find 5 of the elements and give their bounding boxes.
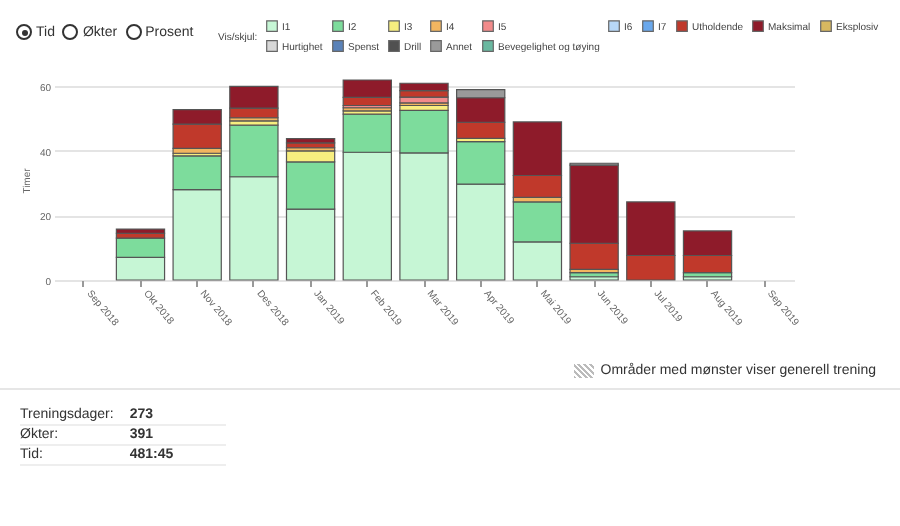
- bar: [115, 228, 166, 234]
- bar: [342, 79, 392, 99]
- bar: [399, 82, 449, 92]
- bar: [285, 138, 336, 144]
- bar: [399, 90, 449, 98]
